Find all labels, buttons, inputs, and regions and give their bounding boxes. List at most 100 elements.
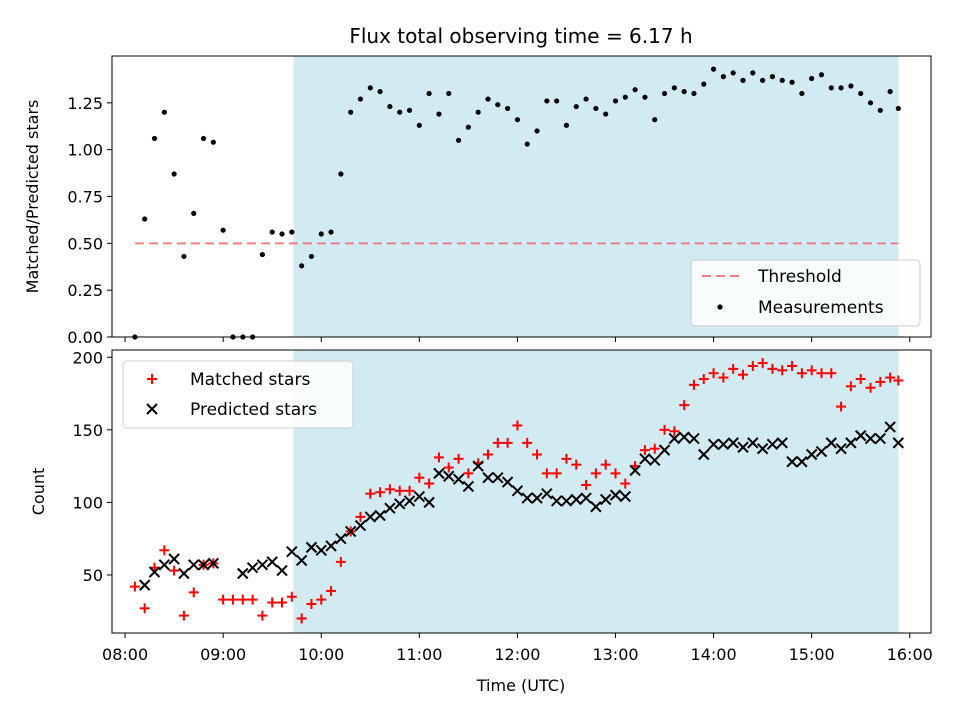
measurement-point [603,111,609,117]
matched-star-point [227,594,238,605]
measurement-point [524,141,530,147]
measurement-point [387,103,393,110]
predicted-star-point [590,501,602,513]
top-panel: 0.00 0.25 0.50 0.75 1.00 1.25 Matched/Predict… [23,55,932,347]
bottom-y-tick-label: 100 [72,493,103,512]
matched-star-point [757,358,768,369]
predicted-star-point [815,445,828,458]
legend-predicted-marker [146,403,158,415]
measurement-point [779,77,785,83]
predicted-star-point [207,557,220,570]
predicted-star-point [698,448,710,461]
legend-measurements-label: Measurements [758,298,884,318]
measurement-point [191,210,197,216]
measurement-point [514,117,521,123]
measurement-point [671,85,677,91]
matched-star-point [561,453,572,464]
measurement-point [426,90,432,97]
measurement-point [818,72,825,78]
measurement-point [622,94,628,100]
measurement-point [406,107,413,113]
measurement-point [554,98,560,104]
matched-star-point [649,443,660,454]
predicted-star-point [315,544,327,556]
measurement-point [583,96,589,102]
matched-star-point [679,400,690,411]
predicted-star-point [580,492,592,504]
matched-star-point [237,594,248,605]
predicted-star-point [776,437,788,449]
matched-star-point [286,591,297,602]
measurement-point [691,90,697,97]
matched-star-point [610,468,621,479]
predicted-star-point [639,453,651,465]
measurement-point [740,77,746,83]
measurement-point [357,96,364,102]
predicted-star-point [550,495,563,507]
matched-star-point [355,511,366,522]
predicted-star-point [649,454,661,467]
predicted-star-point [148,566,161,578]
matched-star-point [277,597,288,608]
measurement-point [809,75,815,82]
matched-star-point [826,368,837,379]
matched-star-point [571,459,582,470]
matched-star-point [247,594,258,605]
predicted-star-point [482,472,494,484]
predicted-star-point [374,509,386,522]
predicted-star-point [796,456,808,468]
top-y-tick-label: 0.00 [67,328,103,347]
matched-star-point [600,459,611,470]
measurement-point [446,90,452,97]
measurement-point [573,103,579,110]
measurement-point [279,231,285,237]
predicted-star-point [384,502,396,514]
top-y-tick-label: 0.25 [67,281,103,300]
predicted-star-point [786,456,798,468]
matched-star-point [188,587,199,598]
matched-star-point [433,452,444,463]
measurement-point [328,229,334,235]
matched-star-point [129,581,140,592]
top-legend-box [690,259,921,327]
bottom-legend-box [122,360,354,429]
x-tick-label: 14:00 [691,645,737,664]
matched-star-point [875,376,886,387]
chart-title: Flux total observing time = 6.17 h [349,24,692,48]
bottom-y-tick-label: 200 [72,348,103,367]
predicted-star-point [433,467,445,480]
legend-predicted-swatch [146,403,158,415]
predicted-star-point [158,559,171,571]
top-legend: Threshold Measurements [690,259,921,327]
predicted-star-point [394,498,406,510]
matched-star-point [443,462,454,473]
measurement-point [465,124,471,130]
matched-star-point [796,368,807,379]
x-tick-label: 11:00 [396,645,442,664]
measurement-point [720,74,726,80]
predicted-star-point [138,579,151,591]
predicted-star-point [443,470,455,482]
predicted-star-point [423,496,435,509]
x-tick-label: 10:00 [298,645,344,664]
measurement-point [544,98,550,104]
legend-predicted-label: Predicted stars [190,400,317,420]
measurement-point [220,227,226,233]
predicted-star-point [737,441,749,453]
matched-star-point [816,368,827,379]
x-tick-label: 09:00 [200,645,246,664]
matched-star-point [551,468,562,479]
matched-star-point [384,484,395,495]
matched-star-point [639,445,650,456]
matched-star-point [326,585,337,596]
matched-star-point [394,485,405,496]
matched-star-point [306,598,317,609]
bottom-panel: 50 100 150 200 08:00 09:00 10:00 11:00 12:00 13:… [29,348,933,695]
measurement-point [505,105,511,112]
predicted-star-point [413,490,426,503]
measurement-point [142,216,148,222]
predicted-star-point [619,490,632,503]
predicted-star-point [805,448,818,461]
predicted-star-point [845,437,857,449]
